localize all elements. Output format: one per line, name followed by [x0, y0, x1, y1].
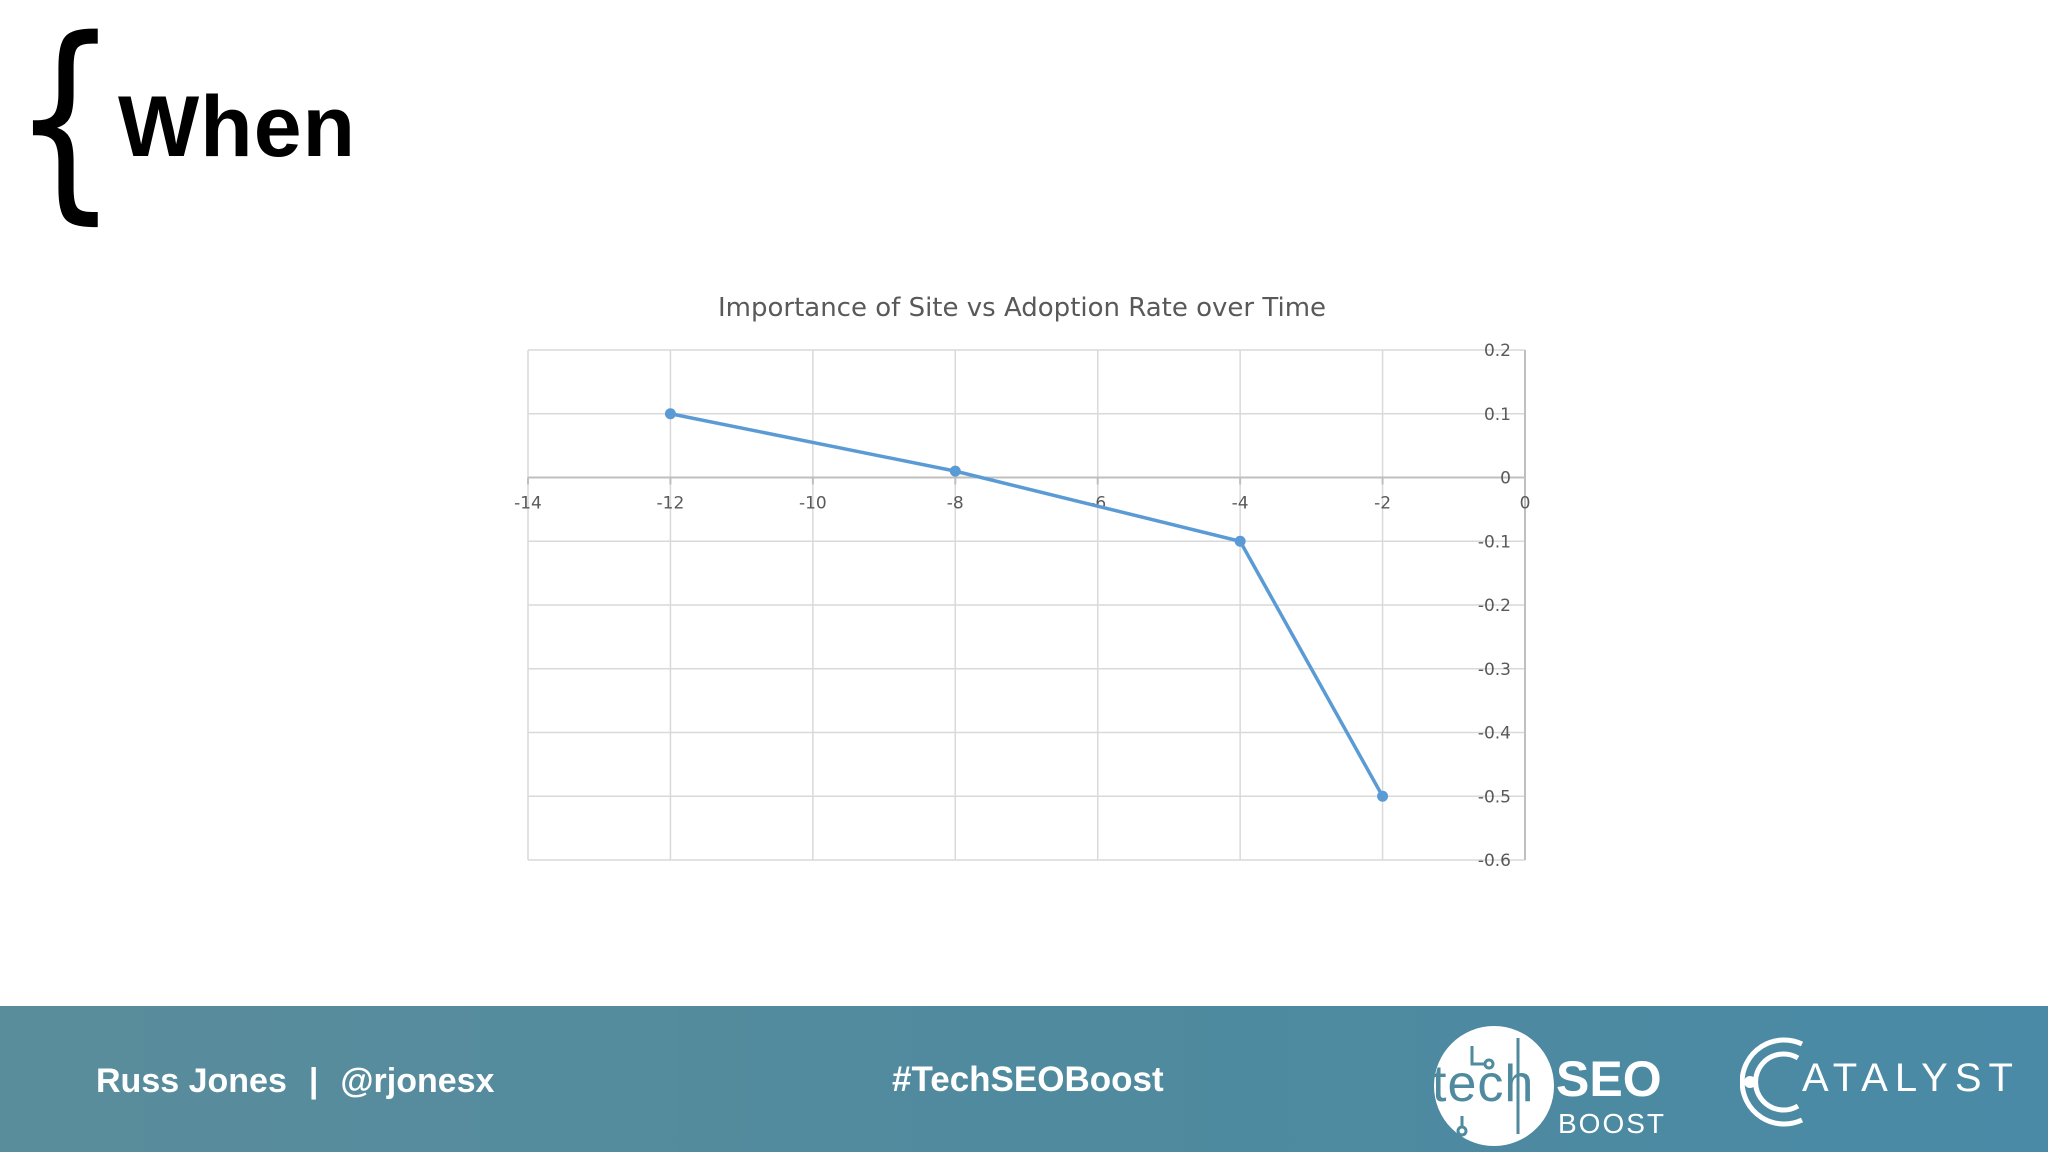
author-name: Russ Jones	[96, 1062, 287, 1100]
catalyst-wordmark: ATALYST	[1802, 1056, 2020, 1100]
data-point	[1377, 790, 1389, 802]
x-tick-label: -8	[947, 494, 964, 514]
logo-circle	[1434, 1026, 1554, 1146]
footer-author: Russ Jones | @rjonesx	[96, 1062, 494, 1101]
line-chart: Importance of Site vs Adoption Rate over…	[514, 293, 1530, 871]
event-hashtag: #TechSEOBoost	[892, 1060, 1164, 1099]
y-tick-label: -0.5	[1478, 787, 1511, 807]
chart-title: Importance of Site vs Adoption Rate over…	[718, 293, 1326, 323]
y-tick-label: -0.4	[1478, 724, 1511, 744]
footer-separator: |	[308, 1062, 319, 1100]
y-tick-label: -0.1	[1478, 532, 1511, 552]
y-tick-label: -0.2	[1478, 596, 1511, 616]
circuit-lines-icon	[1456, 1038, 1520, 1137]
x-tick-label: 0	[1520, 494, 1531, 514]
catalyst-mark-icon	[1740, 1037, 1804, 1127]
curly-brace-icon: {	[12, 0, 119, 243]
techseoboost-logo: tech SEO BOOST	[1430, 1016, 1670, 1146]
slide-title: When	[118, 79, 357, 175]
x-tick-label: -4	[1232, 494, 1249, 514]
chart-series	[664, 408, 1389, 802]
logo-seo-text: SEO	[1556, 1051, 1662, 1107]
catalyst-logo: ATALYST	[1740, 1028, 2013, 1128]
chart-axes	[527, 350, 1526, 860]
chart-tick-labels: -14 -12 -10 -8 -6 -4 -2 00.20.10-0.1-0.2-0.3-0.…	[514, 341, 1530, 871]
y-tick-label: 0.1	[1484, 405, 1511, 425]
data-point	[664, 408, 676, 420]
y-tick-label: -0.3	[1478, 660, 1511, 680]
y-tick-label: 0	[1500, 469, 1511, 489]
footer-bar: Russ Jones | @rjonesx #TechSEOBoost tech S…	[0, 1006, 2048, 1152]
x-tick-label: -14	[514, 494, 542, 514]
data-point	[1234, 535, 1246, 547]
author-handle: @rjonesx	[340, 1062, 495, 1100]
logo-boost-text: BOOST	[1558, 1108, 1667, 1139]
logo-tech-text: tech	[1432, 1055, 1535, 1113]
y-tick-label: 0.2	[1484, 341, 1511, 361]
x-tick-label: -10	[799, 494, 827, 514]
series-line	[670, 412, 1385, 798]
y-tick-label: -0.6	[1478, 851, 1511, 871]
x-tick-label: -2	[1374, 494, 1391, 514]
x-tick-label: -12	[657, 494, 685, 514]
data-point	[949, 465, 961, 477]
